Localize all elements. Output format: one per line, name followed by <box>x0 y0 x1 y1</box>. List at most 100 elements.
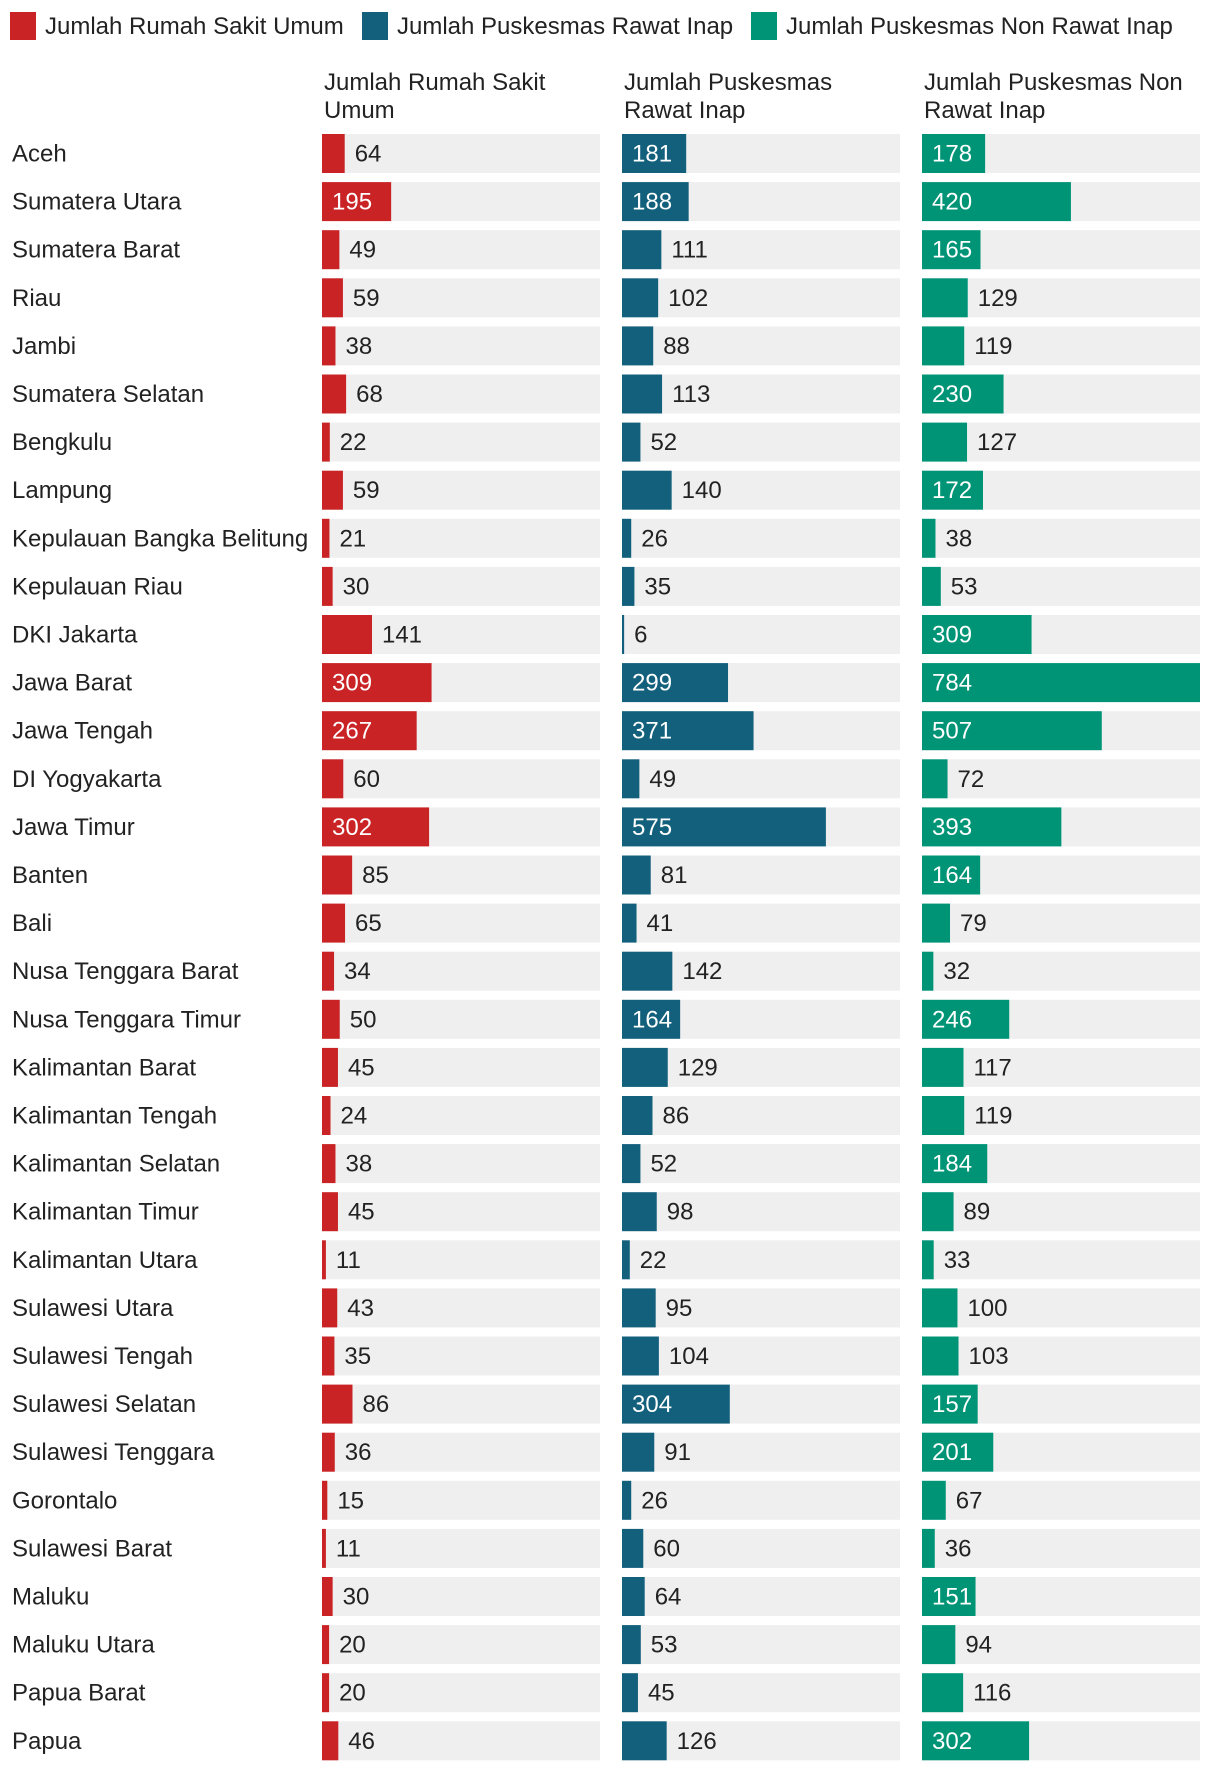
bar-value-label: 302 <box>932 1728 972 1755</box>
bar <box>622 182 689 222</box>
legend-swatch <box>362 12 388 40</box>
bar-value-label: 67 <box>956 1487 983 1514</box>
chart-row: Banten 85 81 164 <box>12 855 1200 895</box>
bar-value-label: 116 <box>973 1680 1011 1707</box>
bar <box>622 1528 644 1568</box>
chart-row: Sulawesi Selatan 86 304 157 <box>12 1384 1200 1424</box>
bar-value-label: 64 <box>355 141 382 168</box>
bar-value-label: 302 <box>332 814 372 841</box>
bar-value-label: 11 <box>336 1535 361 1562</box>
bar-value-label: 38 <box>345 1151 372 1178</box>
chart-row: Sumatera Selatan 68 113 230 <box>12 374 1200 414</box>
bar <box>322 374 347 414</box>
bar-track <box>322 951 600 991</box>
bar-track <box>622 1192 900 1232</box>
category-label: Gorontalo <box>12 1487 117 1514</box>
bar-track <box>322 134 600 173</box>
chart-row: Sulawesi Tenggara 36 91 201 <box>12 1432 1200 1472</box>
bar-track <box>322 1336 600 1376</box>
bar-value-label: 65 <box>355 910 382 937</box>
bar-value-label: 41 <box>647 910 674 937</box>
bar-value-label: 195 <box>332 189 372 216</box>
category-label: Jawa Timur <box>12 814 135 841</box>
bar <box>622 1625 641 1665</box>
chart-row: Bali 65 41 79 <box>12 903 1200 943</box>
category-label: Jawa Tengah <box>12 718 153 745</box>
bar-value-label: 126 <box>677 1728 717 1755</box>
bar-value-label: 72 <box>958 766 985 793</box>
chart-row: Kalimantan Tengah 24 86 119 <box>12 1096 1200 1135</box>
chart-row: Papua 46 126 302 <box>12 1721 1200 1761</box>
bar <box>922 759 948 799</box>
chart-row: Sumatera Utara 195 188 420 <box>12 182 1200 222</box>
bar-value-label: 119 <box>974 1103 1012 1130</box>
bar <box>622 1432 655 1472</box>
bar <box>322 999 340 1039</box>
bar-track <box>322 999 600 1039</box>
bar <box>622 1192 657 1232</box>
bar-track <box>322 1528 600 1568</box>
legend-label: Jumlah Puskesmas Rawat Inap <box>397 13 733 40</box>
bar-track <box>322 1192 600 1232</box>
bar <box>622 615 625 654</box>
bar-track <box>622 1144 900 1184</box>
bar <box>322 566 333 606</box>
bar <box>622 326 654 366</box>
bar-value-label: 129 <box>678 1054 718 1081</box>
category-label: Nusa Tenggara Timur <box>12 1006 241 1033</box>
chart-row: DKI Jakarta 141 6 309 <box>12 615 1200 654</box>
category-label: Banten <box>12 862 88 889</box>
bar <box>622 374 663 414</box>
bar <box>622 1288 656 1328</box>
bar <box>922 1336 959 1376</box>
bar <box>922 1432 994 1472</box>
bar-track <box>622 1721 900 1761</box>
bar-value-label: 20 <box>339 1632 366 1659</box>
bar <box>922 663 1200 703</box>
bar <box>922 615 1032 654</box>
bar-value-label: 102 <box>668 285 708 312</box>
bar <box>922 518 936 558</box>
bar <box>922 1096 965 1135</box>
bar <box>622 807 826 847</box>
bar <box>922 1625 956 1665</box>
category-label: Aceh <box>12 141 67 168</box>
bar-value-label: 59 <box>353 477 380 504</box>
bar-track <box>922 1336 1200 1376</box>
bar <box>322 1528 326 1568</box>
bar-track <box>622 1673 900 1713</box>
bar <box>322 1432 335 1472</box>
bar-track <box>622 374 900 414</box>
category-label: Sulawesi Barat <box>12 1535 172 1562</box>
chart-row: Kalimantan Utara 11 22 33 <box>12 1240 1200 1280</box>
bar-track <box>622 230 900 270</box>
bar <box>922 422 968 462</box>
bar <box>322 807 430 847</box>
bar <box>322 134 345 173</box>
category-label: Kalimantan Selatan <box>12 1151 220 1178</box>
bar <box>322 1240 326 1280</box>
bar-value-label: 117 <box>973 1054 1011 1081</box>
column-header: Rawat Inap <box>924 97 1045 124</box>
bar-track <box>922 1480 1200 1520</box>
chart-row: Jawa Timur 302 575 393 <box>12 807 1200 847</box>
bar-value-label: 15 <box>337 1487 364 1514</box>
bar <box>922 1288 958 1328</box>
bar-track <box>322 759 600 799</box>
bar-track <box>922 1192 1200 1232</box>
bar-value-label: 184 <box>932 1151 972 1178</box>
bar-value-label: 507 <box>932 718 972 745</box>
bar-value-label: 188 <box>632 189 672 216</box>
chart-row: Jambi 38 88 119 <box>12 326 1200 366</box>
bar <box>322 1192 338 1232</box>
bar <box>322 711 417 751</box>
bar <box>922 1192 954 1232</box>
bar-track <box>922 903 1200 943</box>
bar-track <box>322 470 600 510</box>
column-header: Jumlah Rumah Sakit <box>324 69 546 96</box>
chart-row: Sulawesi Barat 11 60 36 <box>12 1528 1200 1568</box>
chart-row: Kepulauan Bangka Belitung 21 26 38 <box>12 518 1200 558</box>
bar-value-label: 53 <box>951 573 978 600</box>
category-label: DI Yogyakarta <box>12 766 162 793</box>
